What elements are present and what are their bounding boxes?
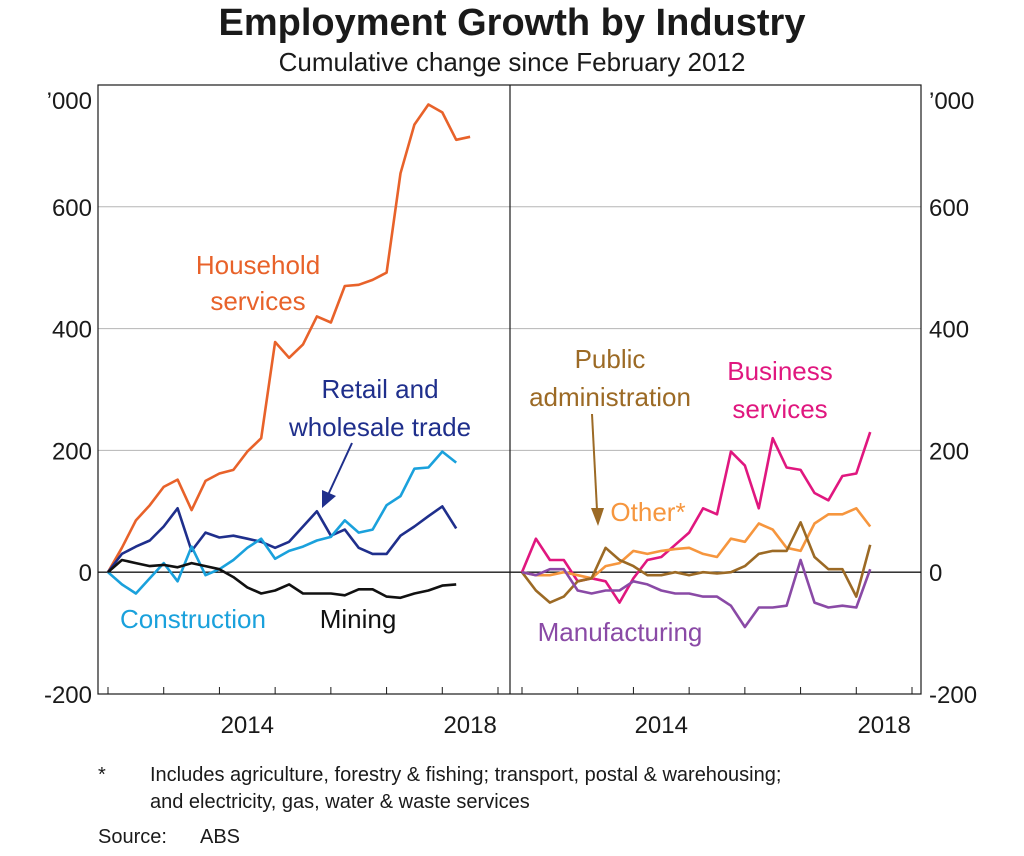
xtick-label-1-2014: 2014 <box>635 712 688 739</box>
footnote-line-2: and electricity, gas, water & waste serv… <box>150 791 530 813</box>
annotation-construction-line-1: Construction <box>120 604 266 634</box>
arrow-public-admin-shaft <box>591 413 598 511</box>
annotation-mining-line-1: Mining <box>320 604 397 634</box>
unit-label-left: ’000 <box>47 88 92 115</box>
ytick-left-600: 600 <box>52 195 92 222</box>
series-line-business-services <box>520 431 872 604</box>
ytick-left-0: 0 <box>79 560 92 587</box>
annotation-household-services-line-2: services <box>210 286 305 316</box>
chart-title: Employment Growth by Industry <box>218 2 806 44</box>
annotation-business-services-line-1: Business <box>727 356 833 386</box>
arrow-retail-head <box>322 490 336 508</box>
series-line-retail-and-wholesale-trade <box>106 505 458 573</box>
annotation-retail-and-wholesale-trade-line-1: Retail and <box>321 374 438 404</box>
series-line-public-administration <box>520 520 872 604</box>
xtick-label-0-2018: 2018 <box>443 712 496 739</box>
ytick-right-600: 600 <box>929 195 969 222</box>
xtick-label-0-2014: 2014 <box>221 712 274 739</box>
ytick-right-200: 200 <box>929 438 969 465</box>
series-line-mining <box>107 558 457 600</box>
source-value: ABS <box>200 826 241 848</box>
series-line-manufacturing <box>521 558 872 629</box>
footnote-marker: * <box>98 764 106 786</box>
annotation-household-services-line-1: Household <box>196 250 320 280</box>
ytick-left-200: 200 <box>52 438 92 465</box>
xtick-label-1-2018: 2018 <box>857 712 910 739</box>
annotation-public-administration-line-1: Public <box>575 344 646 374</box>
annotation-retail-and-wholesale-trade-line-2: wholesale trade <box>288 412 471 442</box>
chart-subtitle: Cumulative change since February 2012 <box>278 47 746 77</box>
ytick-left--200: -200 <box>44 682 92 709</box>
source-label: Source: <box>98 826 167 848</box>
arrow-retail-shaft <box>327 442 353 496</box>
annotation-other-line-1: Other* <box>610 497 685 527</box>
footnote-line-1: Includes agriculture, forestry & fishing… <box>150 764 782 786</box>
series-line-other <box>521 506 872 580</box>
unit-label-right: ’000 <box>929 88 974 115</box>
ytick-right-0: 0 <box>929 560 942 587</box>
ytick-right--200: -200 <box>929 682 977 709</box>
annotation-manufacturing-line-1: Manufacturing <box>538 617 703 647</box>
series-line-household-services <box>106 103 471 573</box>
ytick-right-400: 400 <box>929 317 969 344</box>
arrow-public-admin-head <box>591 508 604 526</box>
ytick-left-400: 400 <box>52 317 92 344</box>
annotation-public-administration-line-2: administration <box>529 382 691 412</box>
annotation-business-services-line-2: services <box>732 394 827 424</box>
